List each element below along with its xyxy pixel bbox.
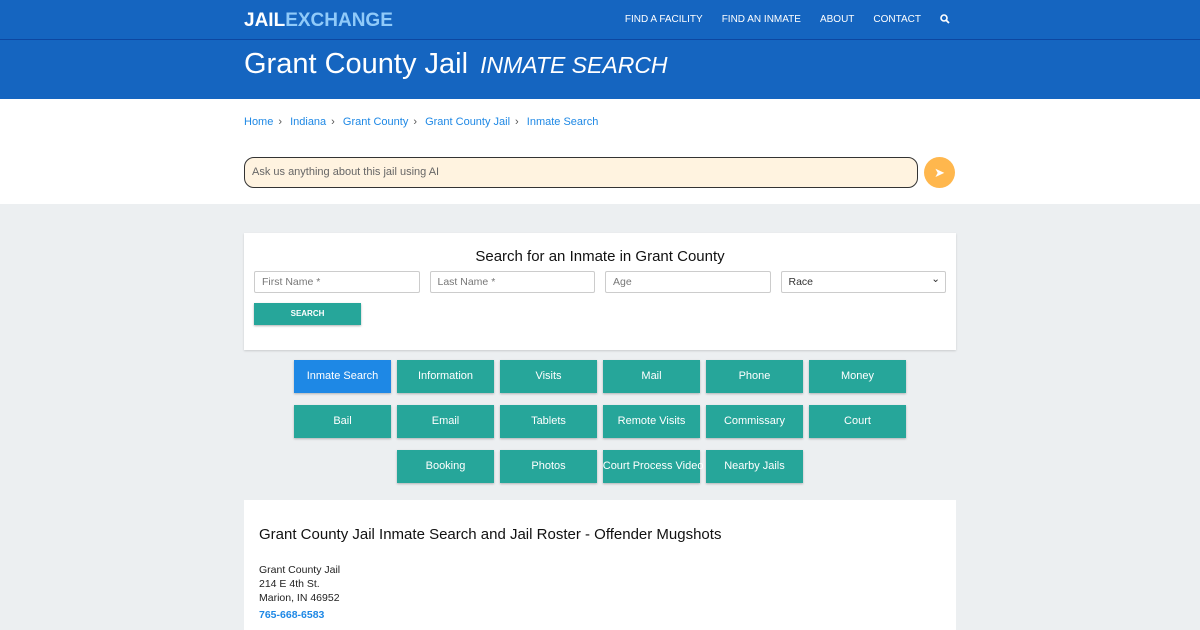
section-button-phone[interactable]: Phone: [705, 360, 804, 393]
page-title: Grant County Jail INMATE SEARCH: [244, 48, 1200, 81]
jail-phone-link[interactable]: 765-668-6583: [259, 609, 325, 621]
breadcrumb-indiana[interactable]: Indiana: [290, 116, 327, 128]
logo[interactable]: JAILEXCHANGE: [244, 10, 393, 32]
nav-find-facility[interactable]: FIND A FACILITY: [624, 14, 703, 25]
jail-name: Grant County Jail: [259, 564, 341, 576]
breadcrumb-jail[interactable]: Grant County Jail: [425, 116, 511, 128]
page-header: Grant County Jail INMATE SEARCH: [0, 40, 1200, 99]
search-icon[interactable]: [940, 14, 950, 27]
section-button-information[interactable]: Information: [396, 360, 495, 393]
jail-info: Grant County Jail Inmate Search and Jail…: [244, 500, 956, 630]
section-buttons: Inmate Search Information Visits Mail Phone M…: [244, 360, 956, 483]
logo-text-a: JAIL: [244, 10, 286, 31]
breadcrumb-county[interactable]: Grant County: [342, 116, 409, 128]
section-button-court-process-video[interactable]: Court Process Video: [602, 450, 703, 483]
nav-contact[interactable]: CONTACT: [873, 14, 921, 25]
section-button-inmate-search[interactable]: Inmate Search: [293, 360, 392, 393]
breadcrumb: Home › Indiana › Grant County › Grant Count…: [244, 116, 598, 128]
title-subtitle: INMATE SEARCH: [480, 52, 668, 78]
search-title: Search for an Inmate in Grant County: [475, 248, 725, 265]
race-select[interactable]: Race: [780, 269, 946, 293]
chevron-right-icon: ›: [278, 116, 283, 128]
jail-street: 214 E 4th St.: [259, 578, 320, 590]
section-button-photos[interactable]: Photos: [499, 450, 598, 483]
section-button-tablets[interactable]: Tablets: [499, 405, 598, 438]
paper-plane-icon: ➤: [934, 165, 945, 180]
logo-text-b: EXCHANGE: [285, 10, 393, 31]
section-button-email[interactable]: Email: [396, 405, 495, 438]
send-button[interactable]: ➤: [924, 157, 955, 188]
chevron-right-icon: ›: [413, 116, 417, 128]
section-button-money[interactable]: Money: [808, 360, 907, 393]
first-name-input[interactable]: First Name *: [254, 271, 420, 293]
nav-about[interactable]: ABOUT: [819, 14, 855, 25]
inmate-search-form: Search for an Inmate in Grant County Fir…: [244, 233, 956, 350]
last-name-input[interactable]: Last Name *: [429, 271, 595, 293]
chevron-right-icon: ›: [515, 116, 519, 128]
section-button-remote-visits[interactable]: Remote Visits: [602, 405, 701, 438]
age-input[interactable]: Age: [605, 271, 771, 293]
section-button-commissary[interactable]: Commissary: [705, 405, 804, 438]
section-button-nearby-jails[interactable]: Nearby Jails: [705, 450, 804, 483]
title-text: Grant County Jail: [244, 48, 469, 80]
section-button-mail[interactable]: Mail: [602, 360, 701, 393]
top-nav: JAILEXCHANGE FIND A FACILITY FIND AN INM…: [0, 0, 1200, 40]
nav-find-inmate[interactable]: FIND AN INMATE: [721, 14, 801, 25]
section-button-visits[interactable]: Visits: [499, 360, 598, 393]
jail-city: Marion, IN 46952: [259, 592, 340, 604]
search-button[interactable]: SEARCH: [254, 303, 361, 325]
chevron-right-icon: ›: [331, 116, 335, 128]
ai-question-input[interactable]: Ask us anything about this jail using AI: [244, 157, 918, 188]
section-button-court[interactable]: Court: [808, 405, 907, 438]
breadcrumb-home[interactable]: Home: [244, 116, 274, 128]
section-button-booking[interactable]: Booking: [396, 450, 495, 483]
breadcrumb-inmate-search[interactable]: Inmate Search: [526, 116, 599, 128]
info-title: Grant County Jail Inmate Search and Jail…: [259, 526, 722, 543]
section-button-bail[interactable]: Bail: [293, 405, 392, 438]
